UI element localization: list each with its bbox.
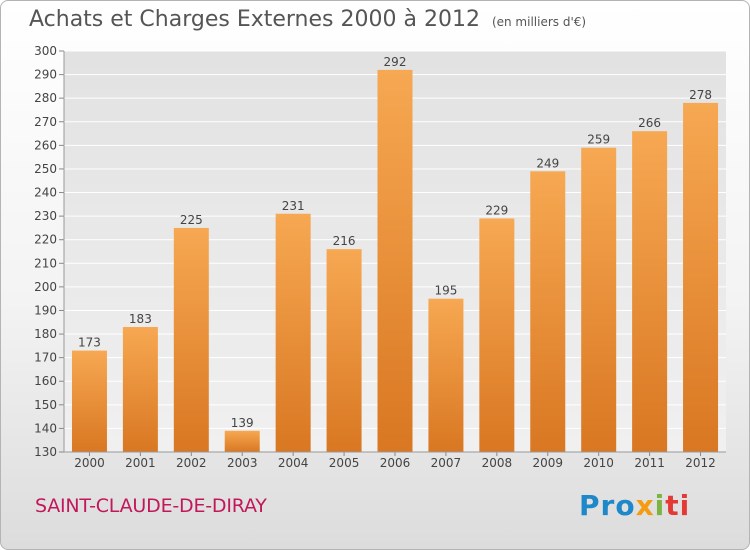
data-label: 225 [180, 213, 203, 227]
x-tick-label: 2007 [431, 456, 462, 470]
data-label: 229 [485, 203, 508, 217]
data-label: 266 [638, 116, 661, 130]
bars [71, 69, 719, 453]
x-tick-label: 2000 [74, 456, 105, 470]
bar [71, 350, 107, 452]
data-label: 259 [587, 133, 610, 147]
x-tick-label: 2011 [634, 456, 665, 470]
proxiti-logo: Proxiti [579, 489, 690, 522]
data-label: 173 [78, 336, 101, 350]
bar [377, 69, 413, 452]
y-tick-label: 180 [34, 327, 57, 341]
bar [530, 171, 566, 453]
x-tick-label: 2005 [329, 456, 360, 470]
data-labels: 173 183 225 139 231 216 292 195 229 249 259 266 278 [78, 55, 712, 430]
y-tick-label: 300 [34, 44, 57, 58]
bar [479, 218, 515, 452]
data-label: 139 [231, 416, 254, 430]
bar [326, 249, 362, 452]
data-label: 195 [434, 284, 457, 298]
y-tick-label: 130 [34, 445, 57, 459]
x-tick-label: 2010 [583, 456, 614, 470]
chart-title-text: Achats et Charges Externes 2000 à 2012 [29, 7, 480, 32]
x-tick-label: 2009 [532, 456, 563, 470]
x-tick-label: 2001 [125, 456, 156, 470]
bar [173, 227, 209, 452]
data-label: 278 [689, 88, 712, 102]
data-label: 216 [333, 234, 356, 248]
bar [683, 102, 719, 453]
bar [122, 326, 158, 452]
y-tick-label: 290 [34, 68, 57, 82]
bar [428, 298, 464, 452]
x-tick-label: 2008 [482, 456, 513, 470]
bar [224, 430, 260, 452]
logo-part-3: i [654, 489, 666, 522]
bar [632, 131, 668, 452]
y-tick-label: 140 [34, 421, 57, 435]
logo-part-1: Pro [579, 489, 636, 522]
chart-subtitle: (en milliers d'€) [491, 15, 587, 29]
y-tick-label: 220 [34, 233, 57, 247]
y-tick-label: 170 [34, 351, 57, 365]
y-tick-label: 190 [34, 303, 57, 317]
x-tick-label: 2004 [278, 456, 309, 470]
y-tick-label: 150 [34, 398, 57, 412]
data-label: 249 [536, 156, 559, 170]
logo-part-4: ti [665, 489, 691, 522]
logo-part-2: x [635, 489, 655, 522]
y-tick-label: 250 [34, 162, 57, 176]
x-tick-label: 2006 [380, 456, 411, 470]
y-tick-label: 280 [34, 91, 57, 105]
y-tick-label: 210 [34, 256, 57, 270]
data-label: 231 [282, 199, 305, 213]
x-axis-ticks: 2000 2001 2002 2003 2004 2005 2006 2007 2008 2009… [64, 451, 726, 470]
y-tick-label: 240 [34, 186, 57, 200]
bar [581, 147, 617, 452]
y-tick-label: 270 [34, 115, 57, 129]
y-tick-label: 260 [34, 138, 57, 152]
chart-title: Achats et Charges Externes 2000 à 2012 (e… [29, 7, 586, 32]
y-tick-label: 160 [34, 374, 57, 388]
x-tick-label: 2002 [176, 456, 207, 470]
data-label: 183 [129, 312, 152, 326]
x-tick-label: 2012 [685, 456, 716, 470]
x-tick-label: 2003 [227, 456, 258, 470]
y-axis-ticks: 130 140 150 160 170 180 190 200 210 220 230 240 250 2… [34, 44, 65, 459]
y-tick-label: 200 [34, 280, 57, 294]
y-tick-label: 230 [34, 209, 57, 223]
bar [275, 213, 311, 452]
data-label: 292 [384, 55, 407, 69]
city-name: SAINT-CLAUDE-DE-DIRAY [35, 495, 267, 517]
